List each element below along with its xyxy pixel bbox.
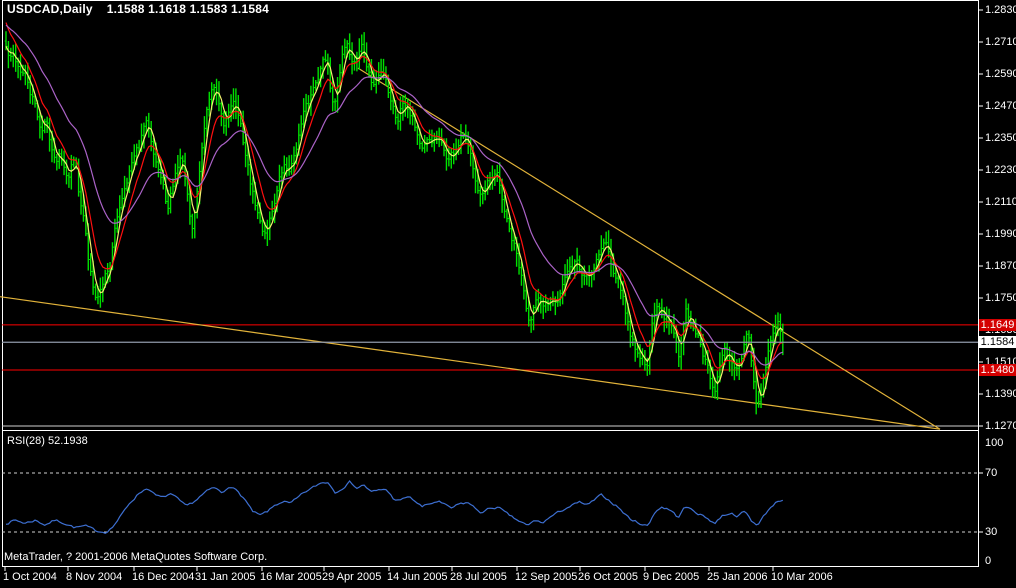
price-axis-label: 1.2830	[985, 4, 1016, 16]
bid-price-badge: 1.1584	[979, 336, 1016, 349]
trendline-1[interactable]	[0, 296, 941, 430]
rsi-axis-label: 100	[985, 437, 1004, 449]
price-axis-label: 1.1750	[985, 292, 1016, 304]
date-axis-label: 29 Apr 2005	[322, 571, 382, 583]
price-axis-label: 1.2470	[985, 100, 1016, 112]
price-axis-label: 1.2350	[985, 132, 1016, 144]
date-axis-label: 10 Mar 2006	[771, 571, 833, 583]
symbol-period-label: USDCAD,Daily	[7, 2, 93, 16]
date-axis-label: 8 Nov 2004	[66, 571, 123, 583]
hline-price-badge: 1.1480	[979, 364, 1016, 376]
price-axis-label: 1.1870	[985, 260, 1016, 272]
rsi-indicator	[2, 472, 978, 534]
rsi-line	[5, 480, 784, 534]
date-axis-label: 26 Oct 2005	[578, 571, 638, 583]
ohlc-open-close-ticks	[4, 40, 785, 404]
price-axis-label: 1.2710	[985, 36, 1016, 48]
rsi-axis-label: 70	[985, 467, 998, 479]
price-axis-label: 1.2110	[985, 196, 1016, 208]
trendline-2[interactable]	[357, 67, 941, 430]
chart-line-objects[interactable]	[0, 67, 978, 430]
pane-splitter[interactable]	[2, 429, 978, 432]
ma-line-slow	[5, 24, 783, 366]
date-axis-label: 1 Oct 2004	[3, 571, 57, 583]
chart-frame	[2, 0, 979, 567]
date-axis-label: 28 Jul 2005	[450, 571, 507, 583]
hline-price-badge: 1.1649	[979, 318, 1016, 331]
date-axis-label: 16 Mar 2005	[260, 571, 322, 583]
copyright-label: MetaTrader, ? 2001-2006 MetaQuotes Softw…	[4, 551, 268, 563]
price-axis-label: 1.2230	[985, 164, 1016, 176]
price-axis-label: 1.1270	[985, 420, 1016, 432]
rsi-axis-label: 0	[985, 555, 992, 567]
axis-ticks	[4, 9, 983, 571]
price-axis-label: 1.1990	[985, 228, 1016, 240]
ma-line-mid	[5, 22, 783, 379]
date-axis-label: 14 Jun 2005	[387, 571, 448, 583]
date-axis-label: 9 Dec 2005	[643, 571, 700, 583]
date-axis-label: 16 Dec 2004	[132, 571, 195, 583]
price-axis-label: 1.1390	[985, 388, 1016, 400]
ohlc-values: 1.1588 1.1618 1.1583 1.1584	[106, 2, 269, 16]
date-axis-label: 31 Jan 2005	[195, 571, 256, 583]
ma-line-fast	[5, 46, 784, 397]
date-axis-label: 25 Jan 2006	[707, 571, 768, 583]
chart-title: USDCAD,Daily 1.1588 1.1618 1.1583 1.1584	[7, 2, 269, 16]
date-axis-label: 12 Sep 2005	[515, 571, 578, 583]
rsi-indicator-label: RSI(28) 52.1938	[7, 435, 88, 447]
price-axis-label: 1.2590	[985, 68, 1016, 80]
rsi-axis-label: 30	[985, 526, 998, 538]
